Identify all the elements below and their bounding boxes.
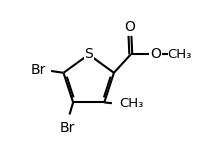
- Text: CH₃: CH₃: [168, 48, 192, 61]
- Text: CH₃: CH₃: [119, 98, 144, 110]
- Text: Br: Br: [30, 63, 46, 77]
- Text: Br: Br: [60, 121, 75, 135]
- Text: S: S: [84, 47, 93, 62]
- Text: O: O: [150, 47, 161, 61]
- Text: O: O: [125, 20, 136, 34]
